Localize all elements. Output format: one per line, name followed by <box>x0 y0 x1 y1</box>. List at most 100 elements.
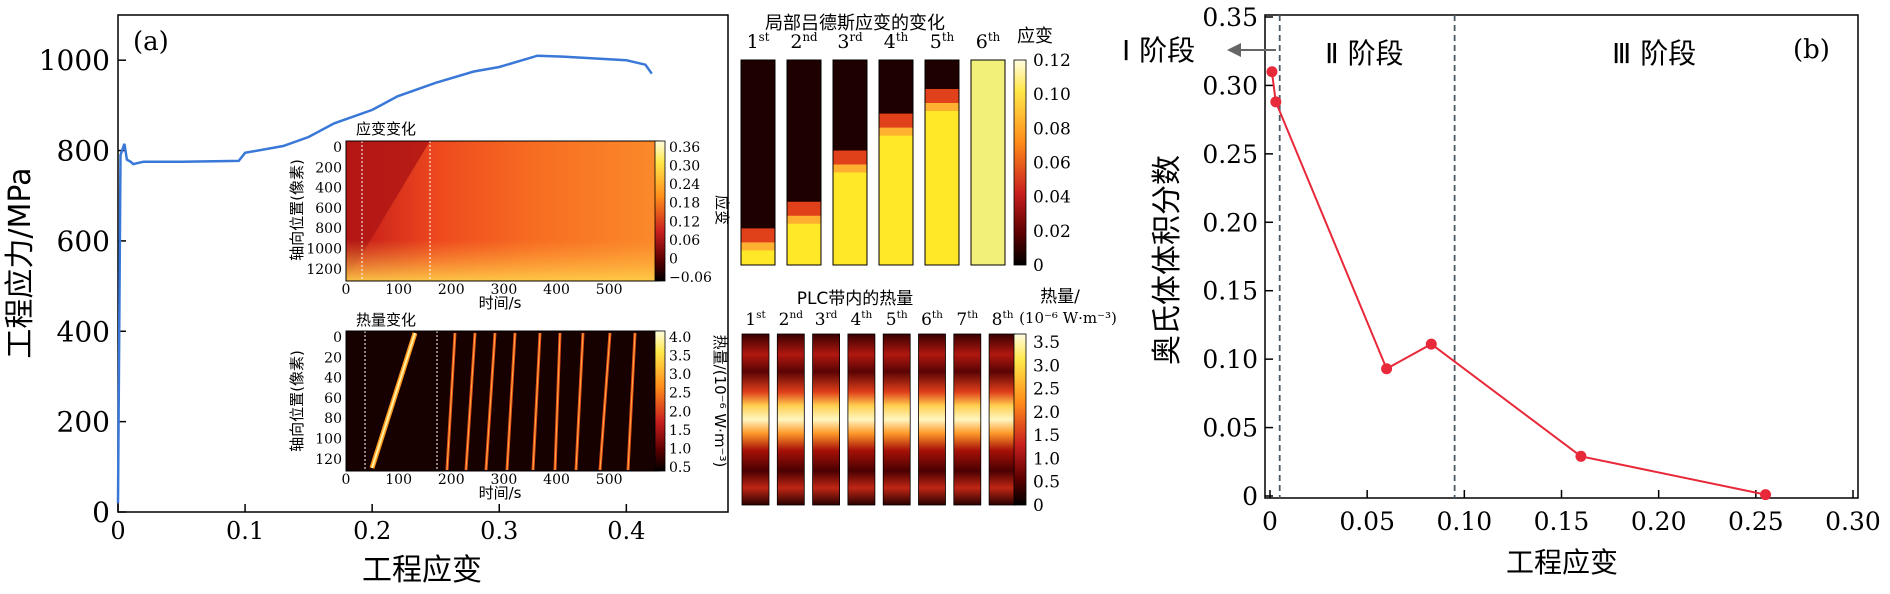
inset-strain-x-label: 时间/s <box>479 294 522 312</box>
luders-frame <box>924 59 960 266</box>
inset-x-tick-label: 200 <box>438 472 465 488</box>
inset-y-tick-label: 100 <box>315 432 342 448</box>
plc-frame <box>812 333 840 506</box>
inset-x-tick-label: 100 <box>385 472 412 488</box>
inset-x-tick-label: 300 <box>491 282 518 298</box>
data-point <box>1760 489 1772 501</box>
inset-strain-colorbar <box>654 140 666 282</box>
colorbar-tick-label: 0.06 <box>669 233 700 249</box>
colorbar-tick-label: 3.5 <box>669 349 691 365</box>
panel-b-y-axis-label: 奥氏体体积分数 <box>1150 155 1185 365</box>
y-tick-label: 0.35 <box>1202 3 1258 32</box>
heat-streak-core <box>465 332 476 471</box>
y-tick-label: 800 <box>57 135 110 168</box>
plc-frame-label: 6th <box>921 309 943 330</box>
luders-frame-front <box>879 113 913 132</box>
plc-frame <box>988 333 1017 506</box>
plc-frame-label: 5th <box>886 309 908 330</box>
plc-colorbar <box>1013 333 1027 506</box>
x-tick-label: 0.05 <box>1339 507 1395 536</box>
inset-heat-colorbar-label: 热量/(10⁻⁶ W·m⁻³) <box>711 335 729 468</box>
x-tick-label: 0.10 <box>1436 507 1492 536</box>
luders-colorbar-tick-label: 0.02 <box>1033 222 1071 242</box>
luders-frame-front <box>741 228 775 247</box>
y-tick-label: 200 <box>57 406 110 439</box>
stress-strain-curve <box>116 54 653 504</box>
inset-strain-colorbar-label: 应变 <box>713 195 731 225</box>
x-tick-label: 0.4 <box>607 517 645 545</box>
inset-heat-y-label: 轴向位置(像素) <box>288 350 306 452</box>
inset-y-tick-label: 80 <box>324 411 342 427</box>
plc-frames: 1st 2nd 3rd 4th 5th 6th 7th 8th <box>741 309 1017 506</box>
panel-b-x-axis-label: 工程应变 <box>1506 546 1618 579</box>
panel-a-y-axis-label: 工程应力/MPa <box>3 167 38 358</box>
luders-frame <box>878 59 914 266</box>
colorbar-tick-label: 1.0 <box>669 441 691 457</box>
plc-colorbar-label-1: 热量/ <box>1040 287 1080 307</box>
luders-frame-border <box>832 59 868 266</box>
luders-frame-label: 6th <box>976 30 1001 53</box>
inset-x-tick-label: 200 <box>438 282 465 298</box>
plc-frame <box>882 333 911 506</box>
colorbar-tick-label: 0.30 <box>669 159 700 175</box>
luders-colorbar-label: 应变 <box>1017 26 1053 47</box>
inset-strain-x-ticks: 0 100 200 300 400 500 <box>342 282 623 298</box>
panel-a-x-ticks: 0 0.1 0.2 0.3 0.4 <box>110 504 645 545</box>
colorbar-tick-label: 0.24 <box>669 177 700 193</box>
heat-streak-core <box>599 332 611 471</box>
luders-frame-border <box>878 59 914 266</box>
luders-frame-dark <box>741 60 775 241</box>
plc-frame <box>776 333 805 506</box>
colorbar-tick-label: 2.0 <box>669 404 691 420</box>
plc-frame <box>953 333 982 506</box>
data-point <box>1425 338 1437 350</box>
panel-a-frame <box>117 14 729 513</box>
inset-y-tick-label: 800 <box>315 221 342 237</box>
heat-streak-main-core <box>371 332 416 469</box>
y-tick-label: 0.15 <box>1202 277 1258 306</box>
inset-y-tick-label: 40 <box>324 371 342 387</box>
luders-colorbar-tick-label: 0 <box>1033 256 1044 276</box>
x-tick-label: 0.2 <box>353 517 391 545</box>
panel-a-y-ticks: 0 200 400 600 800 1000 <box>39 44 126 529</box>
stage-boundaries <box>1278 15 1456 498</box>
luders-frame-front <box>787 201 821 220</box>
panel-b-label: (b) <box>1793 35 1830 65</box>
luders-frame-front <box>833 150 867 169</box>
colorbar-tick-label: 0.12 <box>669 214 700 230</box>
x-tick-label: 0.1 <box>226 517 264 545</box>
panel-b-x-ticks: 0 0.05 0.10 0.15 0.20 0.25 0.30 <box>1262 490 1881 536</box>
x-tick-label: 0.20 <box>1631 507 1687 536</box>
luders-frame <box>970 59 1006 266</box>
luders-frame-border <box>786 59 822 266</box>
colorbar-tick-label: −0.06 <box>669 270 712 286</box>
luders-frame-border <box>924 59 960 266</box>
inset-x-tick-label: 500 <box>596 282 623 298</box>
data-point <box>1266 66 1278 78</box>
luders-frame-label: 3rd <box>837 30 863 53</box>
heat-map-image <box>346 331 659 471</box>
x-tick-label: 0.30 <box>1825 507 1881 536</box>
x-tick-label: 0.15 <box>1534 507 1590 536</box>
inset-y-tick-label: 200 <box>315 160 342 176</box>
colorbar-tick-label: 2.5 <box>669 386 691 402</box>
y-tick-label: 600 <box>57 225 110 258</box>
luders-frames: 1st 2nd 3rd 4th 5th 6th <box>740 30 1006 266</box>
heat-streak-core <box>446 332 456 471</box>
data-point <box>1270 96 1282 108</box>
inset-x-tick-label: 300 <box>491 472 518 488</box>
austenite-fraction-line <box>1270 71 1766 496</box>
luders-frame-front <box>925 89 959 107</box>
plc-colorbar-tick-label: 1.5 <box>1033 426 1060 446</box>
colorbar-tick-label: 4.0 <box>669 330 691 346</box>
plc-frame-label: 3rd <box>815 309 838 330</box>
plc-heat-panel: PLC带内的热量 热量/ (10⁻⁶ W·m⁻³) 1st 2nd 3rd 4th 5t… <box>741 287 1117 516</box>
y-tick-label: 1000 <box>39 44 110 77</box>
colorbar-tick-label: 3.0 <box>669 367 691 383</box>
panel-b: (b) 00.050.100.150.200.250.300.35 0 0.05 0… <box>1122 3 1881 579</box>
inset-strain-title: 应变变化 <box>356 120 416 138</box>
inset-x-tick-label: 0 <box>342 282 351 298</box>
y-tick-label: 0.05 <box>1202 414 1258 443</box>
luders-colorbar-tick-label: 0.06 <box>1033 154 1071 174</box>
